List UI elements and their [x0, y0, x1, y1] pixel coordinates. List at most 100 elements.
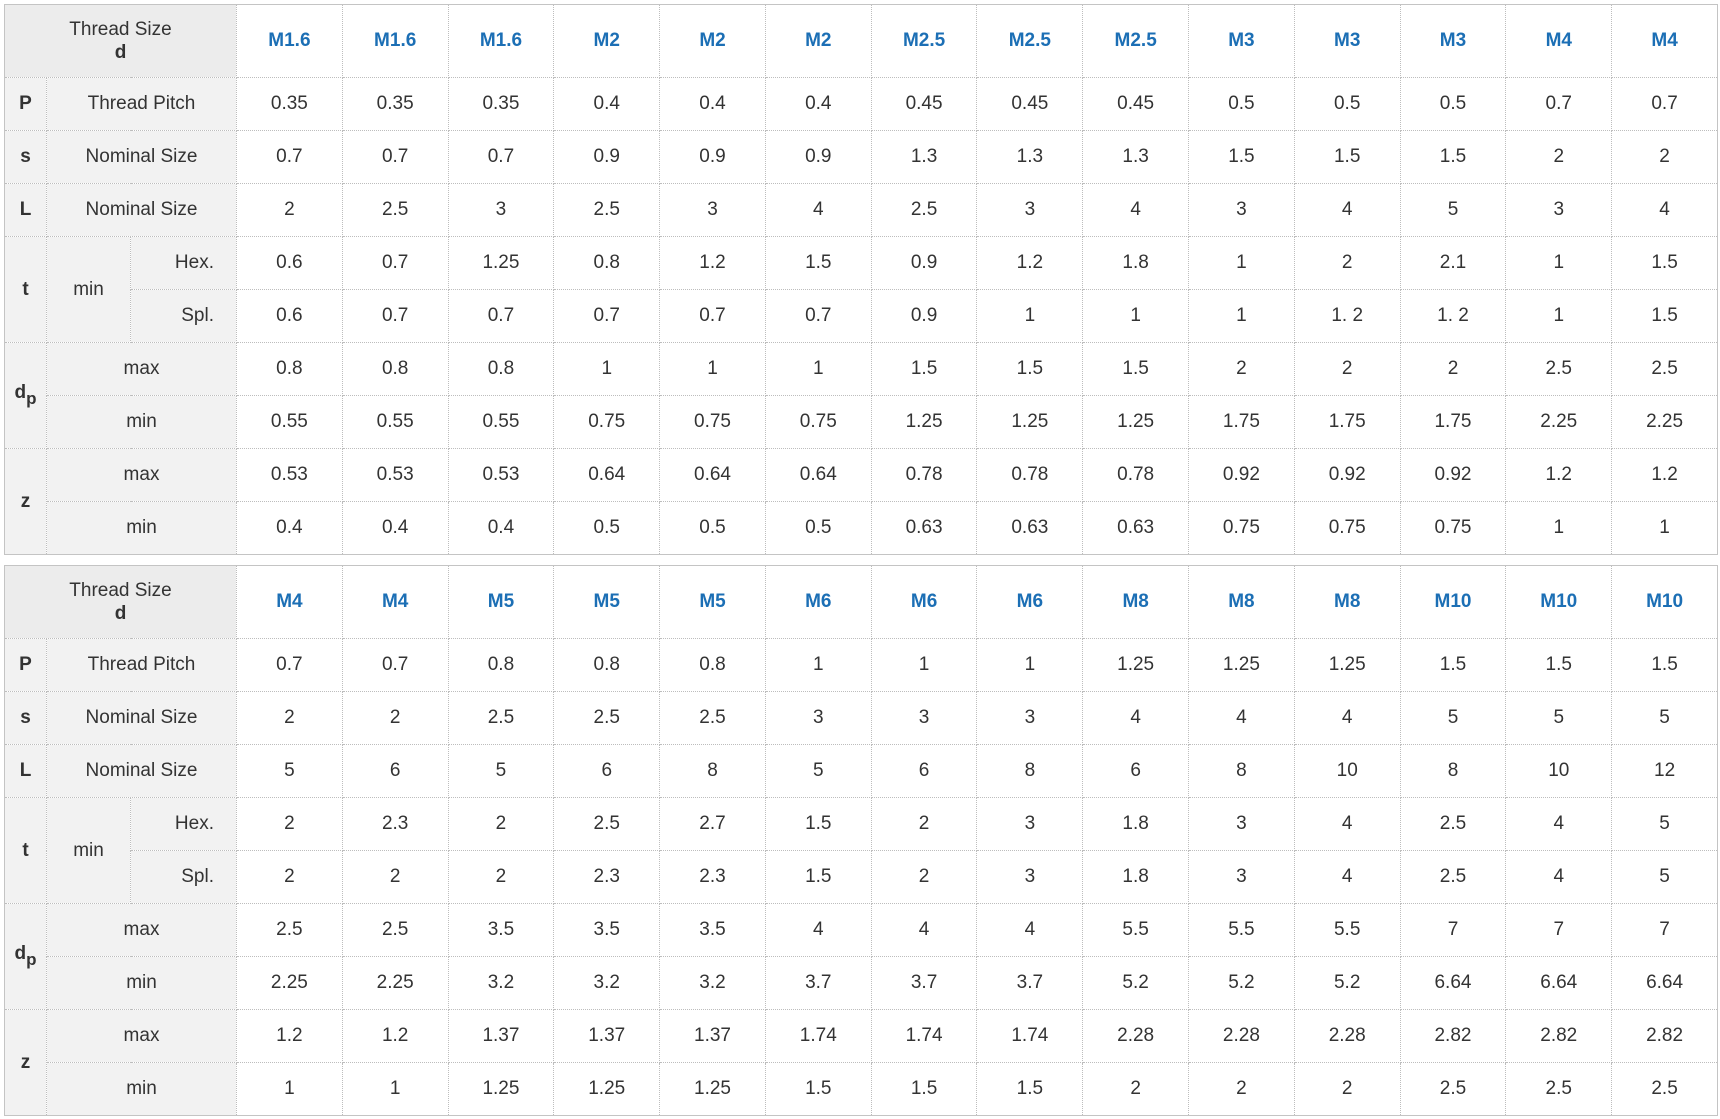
value-cell: 1: [764, 638, 872, 692]
value-cell: 7: [1611, 903, 1718, 957]
value-cell: 0.7: [447, 130, 555, 184]
row-p: P Thread Pitch 0.7 0.7 0.8 0.8 0.8 1 1 1 1.25 1.25 1…: [4, 638, 1718, 692]
value-cell: 2.5: [1611, 342, 1718, 396]
value-cell: 2.82: [1611, 1009, 1718, 1063]
value-cell: 1. 2: [1399, 289, 1507, 343]
value-cell: 0.5: [553, 501, 661, 555]
value-cell: 3: [976, 797, 1084, 851]
value-cell: 6.64: [1611, 956, 1718, 1010]
row-s: s Nominal Size 2 2 2.5 2.5 2.5 3 3 3 4 4 4 5 5 5: [4, 691, 1718, 745]
value-cell: 0.8: [553, 638, 661, 692]
size-header-cell: M8: [1082, 565, 1190, 639]
value-cell: 2.7: [659, 797, 766, 851]
value-cell: 3: [764, 691, 872, 745]
value-cell: 6: [870, 744, 978, 798]
value-cell: 3: [976, 850, 1084, 904]
size-header-cell: M1.6: [236, 4, 343, 78]
value-cell: 1.5: [976, 342, 1084, 396]
value-cell: 4: [764, 903, 872, 957]
value-cell: 5: [1611, 691, 1718, 745]
value-cell: 0.6: [236, 236, 343, 290]
value-cell: 0.4: [553, 77, 661, 131]
value-cell: 0.45: [976, 77, 1084, 131]
value-cell: 2.5: [553, 691, 661, 745]
size-header-cell: M10: [1399, 565, 1507, 639]
value-cell: 0.7: [764, 289, 872, 343]
size-header-cell: M10: [1611, 565, 1718, 639]
value-cell: 3.7: [764, 956, 872, 1010]
dimension-table: Thread Size d M1.6 M1.6 M1.6 M2 M2 M2 M2.5 M2.5 M2…: [4, 4, 1718, 555]
size-header-cell: M6: [870, 565, 978, 639]
row-z-min: min 1 1 1.25 1.25 1.25 1.5 1.5 1.5 2 2 2 2.5 2.5 2.5: [5, 1062, 1718, 1116]
value-cell: 2.5: [341, 903, 449, 957]
value-cell: 3: [659, 183, 766, 237]
value-cell: 0.53: [236, 448, 343, 502]
value-cell: 1.5: [1611, 236, 1718, 290]
value-cell: 1.2: [341, 1009, 449, 1063]
value-cell: 0.8: [447, 342, 555, 396]
value-cell: 2.25: [341, 956, 449, 1010]
value-cell: 5.2: [1293, 956, 1401, 1010]
value-cell: 2.3: [553, 850, 661, 904]
value-cell: 4: [870, 903, 978, 957]
value-cell: 0.5: [659, 501, 766, 555]
value-cell: 0.8: [553, 236, 661, 290]
value-cell: 0.7: [341, 236, 449, 290]
value-cell: 2.5: [1399, 797, 1507, 851]
value-cell: 1.5: [1611, 638, 1718, 692]
value-cell: 0.7: [341, 130, 449, 184]
row-label: Nominal Size: [46, 130, 237, 184]
row-l: L Nominal Size 2 2.5 3 2.5 3 4 2.5 3 4 3 4 5 3 4: [4, 183, 1718, 237]
value-cell: 6.64: [1505, 956, 1613, 1010]
value-cell: 2: [341, 850, 449, 904]
value-cell: 2.28: [1293, 1009, 1401, 1063]
value-cell: 4: [1293, 183, 1401, 237]
value-cell: 2.5: [447, 691, 555, 745]
value-cell: 3: [447, 183, 555, 237]
value-cell: 0.53: [341, 448, 449, 502]
value-cell: 2.1: [1399, 236, 1507, 290]
row-z-max: z max 0.53 0.53 0.53 0.64 0.64 0.64 0.78 0.78 0.78…: [4, 448, 1718, 555]
value-cell: 2.5: [1399, 1062, 1507, 1116]
value-cell: 8: [976, 744, 1084, 798]
value-cell: 2: [341, 691, 449, 745]
value-cell: 3: [976, 691, 1084, 745]
thread-size-header: Thread Size d: [4, 565, 237, 639]
value-cell: 1.25: [1293, 638, 1401, 692]
value-cell: 1: [976, 289, 1084, 343]
value-cell: 2.25: [1611, 395, 1718, 449]
value-cell: 0.63: [976, 501, 1084, 555]
value-cell: 0.4: [764, 77, 872, 131]
value-cell: 1.75: [1188, 395, 1295, 449]
value-cell: 4: [1505, 797, 1613, 851]
value-cell: 1: [659, 342, 766, 396]
value-cell: 0.9: [553, 130, 661, 184]
value-cell: 0.78: [870, 448, 978, 502]
size-header-cell: M4: [341, 565, 449, 639]
value-cell: 1.5: [1082, 342, 1190, 396]
value-cell: 1.25: [1188, 638, 1295, 692]
value-cell: 10: [1505, 744, 1613, 798]
value-cell: 2.5: [341, 183, 449, 237]
value-cell: 0.6: [236, 289, 343, 343]
row-dp-max: dp max 0.8 0.8 0.8 1 1 1 1.5 1.5 1.5 2 2 2 2.5 2.5: [4, 342, 1718, 449]
value-cell: 1.5: [870, 1062, 978, 1116]
value-cell: 4: [764, 183, 872, 237]
value-cell: 5.2: [1082, 956, 1190, 1010]
value-cell: 1: [1188, 236, 1295, 290]
value-cell: 1.5: [764, 236, 872, 290]
value-cell: 1.5: [1188, 130, 1295, 184]
size-header-cell: M2: [553, 4, 661, 78]
value-cell: 2.25: [1505, 395, 1613, 449]
value-cell: 1.5: [1505, 638, 1613, 692]
value-cell: 0.5: [1399, 77, 1507, 131]
value-cell: 1.3: [976, 130, 1084, 184]
row-dp-max: dp max 2.5 2.5 3.5 3.5 3.5 4 4 4 5.5 5.5 5.5 7 7 7: [4, 903, 1718, 1010]
row-label: Nominal Size: [46, 744, 237, 798]
value-cell: 0.55: [236, 395, 343, 449]
value-cell: 1.5: [870, 342, 978, 396]
value-cell: 5: [1611, 797, 1718, 851]
value-cell: 12: [1611, 744, 1718, 798]
thread-size-symbol: d: [114, 603, 127, 624]
value-cell: 2: [1188, 342, 1295, 396]
